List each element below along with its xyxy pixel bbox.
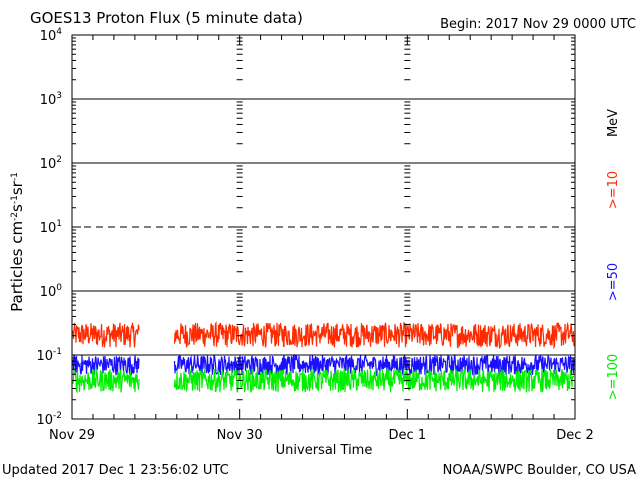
series-line-10 [72,320,575,350]
y-tick-label: 100 [40,283,63,300]
y-axis-label: Particles cm-2s-1sr-1 [8,172,26,312]
credit-text: NOAA/SWPC Boulder, CO USA [443,463,636,478]
x-tick-label: Nov 30 [217,428,263,443]
plot-area [71,34,576,420]
y-tick-label: 104 [40,27,63,44]
updated-text: Updated 2017 Dec 1 23:56:02 UTC [2,463,229,478]
y-tick-label: 101 [40,219,62,236]
x-axis-label: Universal Time [276,443,373,458]
y-tick-label: 10-2 [36,411,62,428]
y-tick-label: 102 [40,155,62,172]
x-tick-label: Dec 2 [556,428,594,443]
y-tick-label: 103 [40,91,62,108]
chart-title: GOES13 Proton Flux (5 minute data) [30,9,303,27]
begin-time: Begin: 2017 Nov 29 0000 UTC [440,17,636,32]
x-tick-label: Dec 1 [389,428,427,443]
legend-entry: >=10 [606,171,621,209]
x-tick-label: Nov 29 [49,428,95,443]
legend-entry: >=50 [606,263,621,301]
y-tick-label: 10-1 [36,347,62,364]
legend-unit: MeV [606,109,621,137]
legend-entry: >=100 [606,354,621,401]
